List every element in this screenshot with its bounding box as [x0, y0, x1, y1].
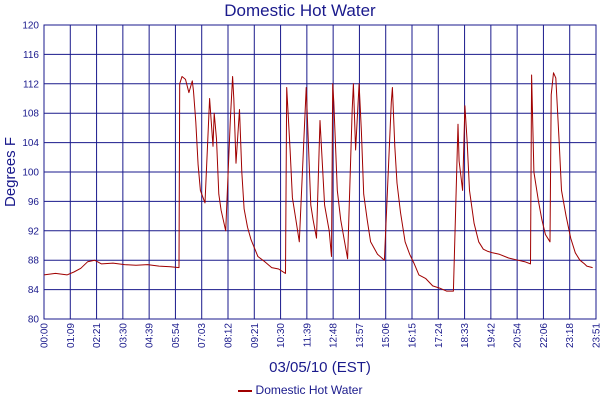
x-tick-label: 11:39 — [302, 323, 313, 348]
x-tick-label: 17:24 — [434, 323, 445, 348]
plot-frame — [43, 24, 597, 320]
series-layer — [43, 72, 593, 292]
y-tick-label: 92 — [28, 226, 40, 237]
x-tick-label: 18:33 — [460, 323, 471, 348]
grid-lines — [43, 24, 597, 320]
x-tick-label: 10:30 — [276, 323, 287, 348]
x-tick-label: 16:15 — [408, 323, 419, 348]
legend-swatch — [237, 389, 252, 392]
x-tick-label: 07:03 — [197, 323, 208, 348]
y-tick-label: 108 — [22, 109, 39, 120]
y-tick-label: 112 — [23, 79, 39, 90]
y-tick-label: 104 — [22, 138, 39, 149]
x-tick-label: 23:18 — [565, 323, 576, 348]
x-tick-label: 00:00 — [40, 323, 51, 348]
x-tick-label: 19:42 — [486, 323, 497, 348]
y-tick-label: 80 — [28, 315, 40, 326]
x-tick-label: 15:06 — [381, 323, 392, 348]
y-axis-title: Degrees F — [2, 137, 19, 207]
x-tick-label: 13:57 — [355, 323, 366, 348]
x-tick-label: 12:48 — [329, 323, 340, 348]
y-tick-label: 116 — [23, 50, 39, 61]
x-tick-labels: 00:00 01:09 02:21 03:30 04:39 05:54 07:03 08:12… — [40, 323, 600, 348]
x-tick-label: 04:39 — [145, 323, 156, 348]
y-tick-label: 120 — [22, 21, 39, 32]
series-line-domestic-hot-water — [43, 72, 593, 292]
x-tick-label: 05:54 — [171, 323, 182, 348]
x-tick-label: 03:30 — [118, 323, 129, 348]
chart-title: Domestic Hot Water — [224, 1, 376, 20]
x-tick-label: 08:12 — [224, 323, 235, 348]
x-tick-label: 22:06 — [539, 323, 550, 348]
x-tick-label: 02:21 — [92, 323, 103, 348]
y-tick-label: 100 — [22, 168, 39, 179]
x-tick-label: 01:09 — [66, 323, 77, 348]
y-tick-label: 88 — [28, 256, 40, 267]
x-tick-label: 23:51 — [592, 323, 600, 348]
y-tick-label: 96 — [28, 197, 40, 208]
y-tick-label: 84 — [28, 285, 40, 296]
x-axis-title: 03/05/10 (EST) — [269, 359, 371, 376]
x-tick-label: 09:21 — [250, 323, 261, 348]
y-tick-labels: 80 84 88 92 96 100 104 108 112 116 120 — [22, 21, 39, 326]
legend-label: Domestic Hot Water — [255, 383, 363, 397]
x-tick-label: 20:54 — [513, 323, 524, 348]
legend: Domestic Hot Water — [0, 383, 600, 397]
